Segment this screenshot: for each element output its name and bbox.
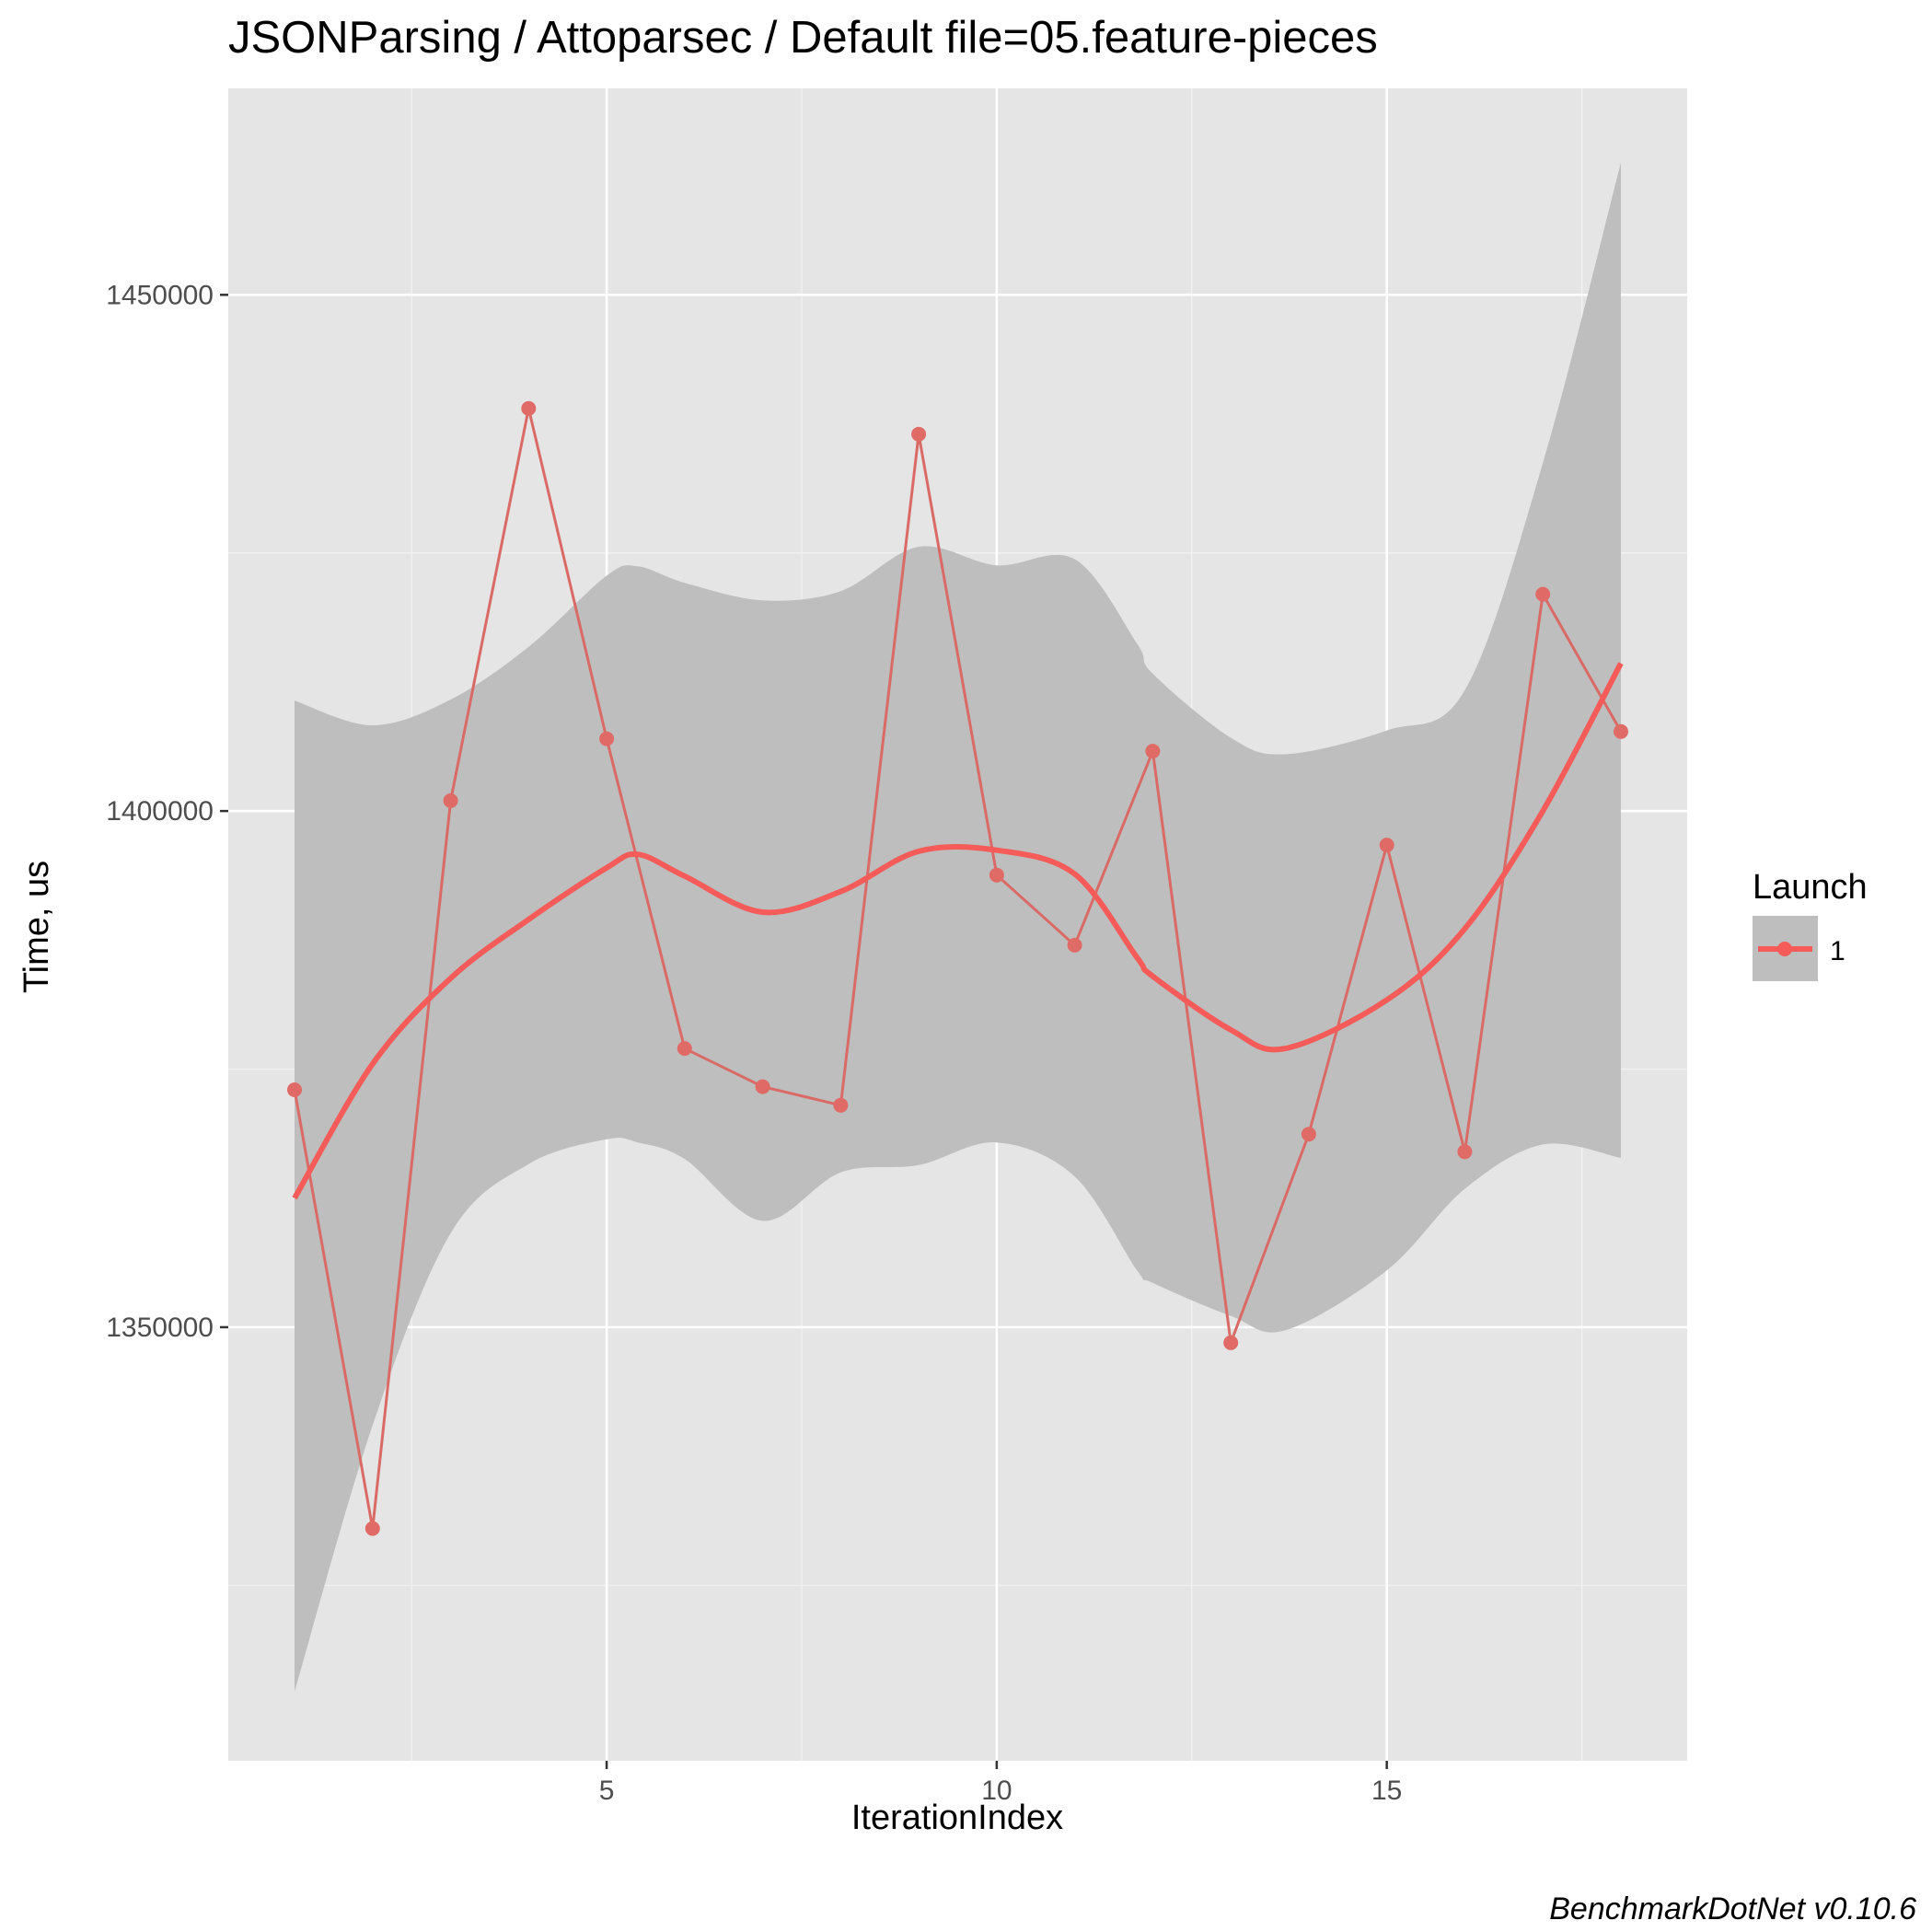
data-point [833,1097,849,1113]
axis-ticks [220,294,1388,1769]
x-tick-label: 15 [1371,1776,1402,1806]
x-tick-label: 5 [599,1776,615,1806]
data-point [677,1041,692,1057]
chart-title: JSONParsing / Attoparsec / Default file=… [228,13,1378,63]
data-point [1535,586,1551,602]
x-tick-label: 10 [981,1776,1012,1806]
series-line [293,408,1623,1529]
x-axis-tick-labels: 5 10 15 [599,1776,1403,1806]
data-point [521,400,537,416]
legend-key-point [1777,942,1792,956]
data-point [1457,1144,1473,1160]
x-axis-label: IterationIndex [851,1799,1063,1837]
caption: BenchmarkDotNet v0.10.6 [1549,1892,1916,1926]
data-point [1145,744,1161,759]
legend-title: Launch [1753,868,1868,907]
data-point [911,426,927,442]
legend: Launch 1 [1753,868,1868,981]
data-point [1379,838,1394,853]
y-tick-label: 1400000 [106,796,214,827]
data-point [755,1079,770,1094]
data-point [364,1521,380,1536]
y-tick-label: 1350000 [106,1313,214,1343]
data-point [287,1082,302,1097]
y-axis-tick-labels: 1350000 1400000 1450000 [106,280,214,1343]
data-point [1614,723,1628,739]
smooth-trend-line [292,662,1624,1200]
legend-entry-label: 1 [1830,936,1845,966]
confidence-band [295,162,1621,1692]
data-point [1223,1335,1239,1350]
data-point [1067,937,1082,953]
data-point [989,867,1004,883]
y-axis-label: Time, us [17,861,56,993]
data-points [287,400,1628,1536]
data-point [599,731,615,746]
y-tick-label: 1450000 [106,280,214,310]
data-point [443,792,458,808]
data-point [1301,1127,1316,1142]
